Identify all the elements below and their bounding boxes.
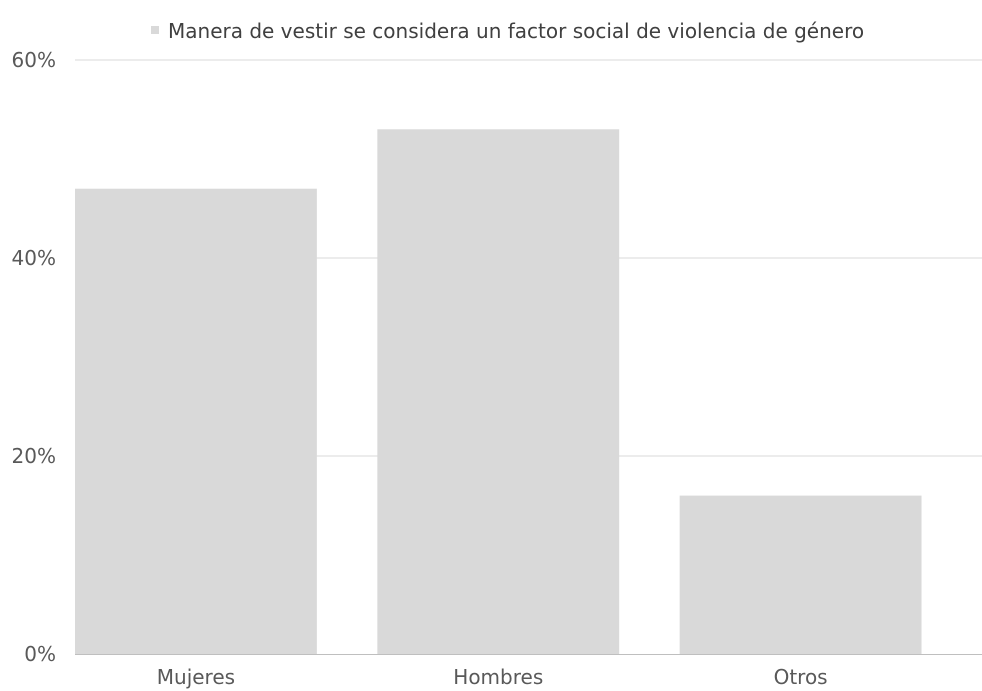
x-tick-label: Otros [774, 665, 828, 689]
x-tick-label: Hombres [453, 665, 543, 689]
x-axis-tick-labels: Mujeres Hombres Otros [157, 665, 828, 689]
y-tick-label: 60% [12, 48, 56, 72]
y-tick-label: 40% [12, 246, 56, 270]
bar [75, 188, 317, 654]
bars [75, 129, 922, 655]
y-tick-label: 20% [12, 444, 56, 468]
legend: Manera de vestir se considera un factor … [151, 19, 864, 43]
y-axis-tick-labels: 0% 20% 40% 60% [12, 48, 56, 666]
legend-swatch [151, 26, 159, 34]
bar [679, 495, 922, 654]
legend-label: Manera de vestir se considera un factor … [168, 19, 864, 43]
bar [377, 129, 620, 655]
x-tick-label: Mujeres [157, 665, 235, 689]
y-tick-label: 0% [24, 642, 56, 666]
